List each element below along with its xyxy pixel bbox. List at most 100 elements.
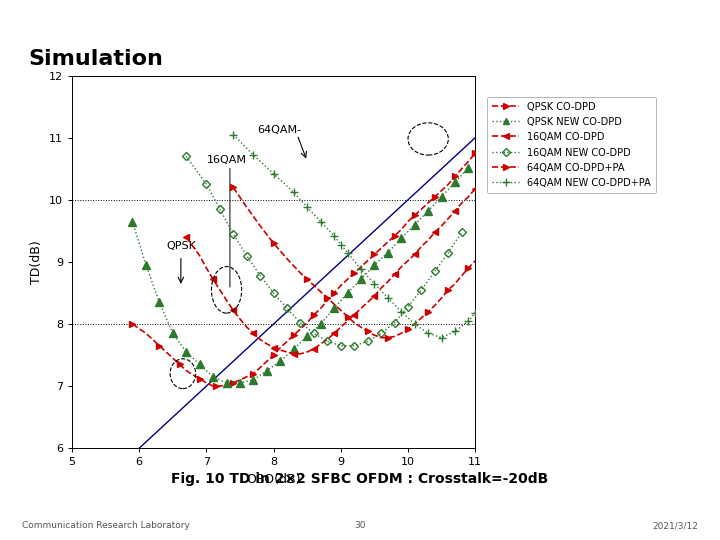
Line: QPSK CO-DPD: QPSK CO-DPD — [130, 151, 478, 389]
64QAM CO-DPD+PA — [364, 328, 372, 335]
16QAM CO-DPD — [424, 237, 433, 244]
16QAM CO-DPD — [404, 258, 413, 264]
16QAM CO-DPD — [364, 299, 372, 306]
64QAM NEW CO-DPD+PA — [316, 218, 325, 225]
64QAM CO-DPD+PA — [323, 295, 332, 301]
64QAM NEW CO-DPD+PA — [269, 171, 278, 177]
QPSK NEW CO-DPD — [142, 262, 150, 268]
16QAM NEW CO-DPD — [182, 153, 191, 160]
64QAM NEW CO-DPD+PA — [356, 266, 365, 273]
Text: 2021/3/12: 2021/3/12 — [652, 521, 698, 530]
16QAM CO-DPD — [356, 305, 365, 312]
Line: 16QAM NEW CO-DPD: 16QAM NEW CO-DPD — [184, 153, 464, 348]
16QAM NEW CO-DPD — [215, 206, 224, 212]
QPSK NEW CO-DPD — [316, 321, 325, 327]
64QAM CO-DPD+PA — [471, 258, 480, 264]
64QAM CO-DPD+PA — [350, 320, 359, 326]
64QAM CO-DPD+PA — [404, 326, 413, 332]
16QAM NEW CO-DPD — [323, 338, 332, 345]
QPSK NEW CO-DPD — [343, 290, 352, 296]
16QAM CO-DPD — [256, 336, 264, 343]
64QAM CO-DPD+PA — [464, 265, 473, 272]
16QAM NEW CO-DPD — [256, 272, 264, 279]
QPSK NEW CO-DPD — [209, 374, 217, 380]
X-axis label: OBO(dB): OBO(dB) — [246, 473, 301, 486]
QPSK CO-DPD — [256, 364, 264, 371]
16QAM CO-DPD — [437, 222, 446, 229]
16QAM CO-DPD — [370, 293, 379, 299]
64QAM NEW CO-DPD+PA — [303, 204, 312, 211]
64QAM CO-DPD+PA — [417, 314, 426, 321]
QPSK CO-DPD — [296, 326, 305, 332]
QPSK NEW CO-DPD — [128, 218, 137, 225]
QPSK CO-DPD — [128, 321, 137, 327]
16QAM NEW CO-DPD — [202, 181, 211, 187]
16QAM CO-DPD — [397, 264, 405, 270]
16QAM CO-DPD — [464, 193, 473, 200]
QPSK NEW CO-DPD — [424, 208, 433, 214]
16QAM NEW CO-DPD — [283, 305, 292, 312]
16QAM CO-DPD — [289, 350, 298, 357]
Text: 64QAM-: 64QAM- — [257, 125, 301, 135]
QPSK NEW CO-DPD — [289, 346, 298, 352]
16QAM CO-DPD — [471, 185, 480, 192]
64QAM CO-DPD+PA — [330, 301, 338, 307]
64QAM NEW CO-DPD+PA — [330, 233, 338, 239]
QPSK NEW CO-DPD — [370, 262, 379, 268]
Text: 30: 30 — [354, 521, 366, 530]
QPSK NEW CO-DPD — [249, 377, 258, 383]
QPSK NEW CO-DPD — [410, 221, 419, 228]
Text: Simulation: Simulation — [29, 49, 163, 69]
16QAM CO-DPD — [195, 253, 204, 259]
QPSK NEW CO-DPD — [155, 299, 163, 306]
16QAM CO-DPD — [182, 234, 191, 240]
64QAM CO-DPD+PA — [397, 330, 405, 336]
64QAM CO-DPD+PA — [356, 324, 365, 330]
16QAM CO-DPD — [269, 345, 278, 351]
Line: 64QAM NEW CO-DPD+PA: 64QAM NEW CO-DPD+PA — [229, 131, 480, 342]
16QAM CO-DPD — [384, 279, 392, 285]
64QAM CO-DPD+PA — [410, 321, 419, 327]
16QAM NEW CO-DPD — [336, 342, 345, 349]
16QAM CO-DPD — [283, 349, 292, 355]
QPSK NEW CO-DPD — [384, 249, 392, 256]
64QAM NEW CO-DPD+PA — [464, 318, 473, 324]
16QAM CO-DPD — [229, 307, 238, 314]
Line: 64QAM CO-DPD+PA: 64QAM CO-DPD+PA — [230, 185, 478, 340]
16QAM CO-DPD — [330, 330, 338, 336]
64QAM CO-DPD+PA — [437, 295, 446, 301]
QPSK NEW CO-DPD — [276, 358, 284, 365]
QPSK CO-DPD — [343, 276, 352, 282]
16QAM CO-DPD — [323, 336, 332, 343]
16QAM CO-DPD — [215, 287, 224, 293]
16QAM NEW CO-DPD — [296, 320, 305, 326]
Legend: QPSK CO-DPD, QPSK NEW CO-DPD, 16QAM CO-DPD, 16QAM NEW CO-DPD, 64QAM CO-DPD+PA, 6: QPSK CO-DPD, QPSK NEW CO-DPD, 16QAM CO-D… — [487, 97, 656, 193]
16QAM CO-DPD — [202, 265, 211, 272]
64QAM NEW CO-DPD+PA — [229, 131, 238, 138]
64QAM NEW CO-DPD+PA — [410, 321, 419, 327]
16QAM NEW CO-DPD — [364, 338, 372, 345]
16QAM NEW CO-DPD — [229, 231, 238, 237]
64QAM NEW CO-DPD+PA — [336, 241, 345, 248]
16QAM NEW CO-DPD — [243, 253, 251, 259]
16QAM CO-DPD — [410, 251, 419, 258]
64QAM CO-DPD+PA — [444, 287, 453, 293]
Line: QPSK NEW CO-DPD: QPSK NEW CO-DPD — [128, 163, 472, 387]
64QAM CO-DPD+PA — [431, 302, 439, 309]
QPSK CO-DPD — [451, 173, 459, 179]
QPSK NEW CO-DPD — [330, 305, 338, 312]
Text: 16QAM: 16QAM — [207, 154, 246, 165]
64QAM NEW CO-DPD+PA — [471, 309, 480, 316]
16QAM NEW CO-DPD — [269, 290, 278, 296]
64QAM CO-DPD+PA — [229, 184, 238, 191]
16QAM CO-DPD — [343, 318, 352, 324]
16QAM NEW CO-DPD — [404, 303, 413, 310]
16QAM CO-DPD — [276, 347, 284, 353]
QPSK CO-DPD — [471, 150, 480, 157]
64QAM CO-DPD+PA — [457, 272, 466, 279]
QPSK CO-DPD — [209, 383, 217, 389]
16QAM CO-DPD — [316, 341, 325, 347]
Line: 16QAM CO-DPD: 16QAM CO-DPD — [184, 186, 478, 356]
16QAM NEW CO-DPD — [417, 287, 426, 293]
16QAM NEW CO-DPD — [310, 330, 318, 336]
